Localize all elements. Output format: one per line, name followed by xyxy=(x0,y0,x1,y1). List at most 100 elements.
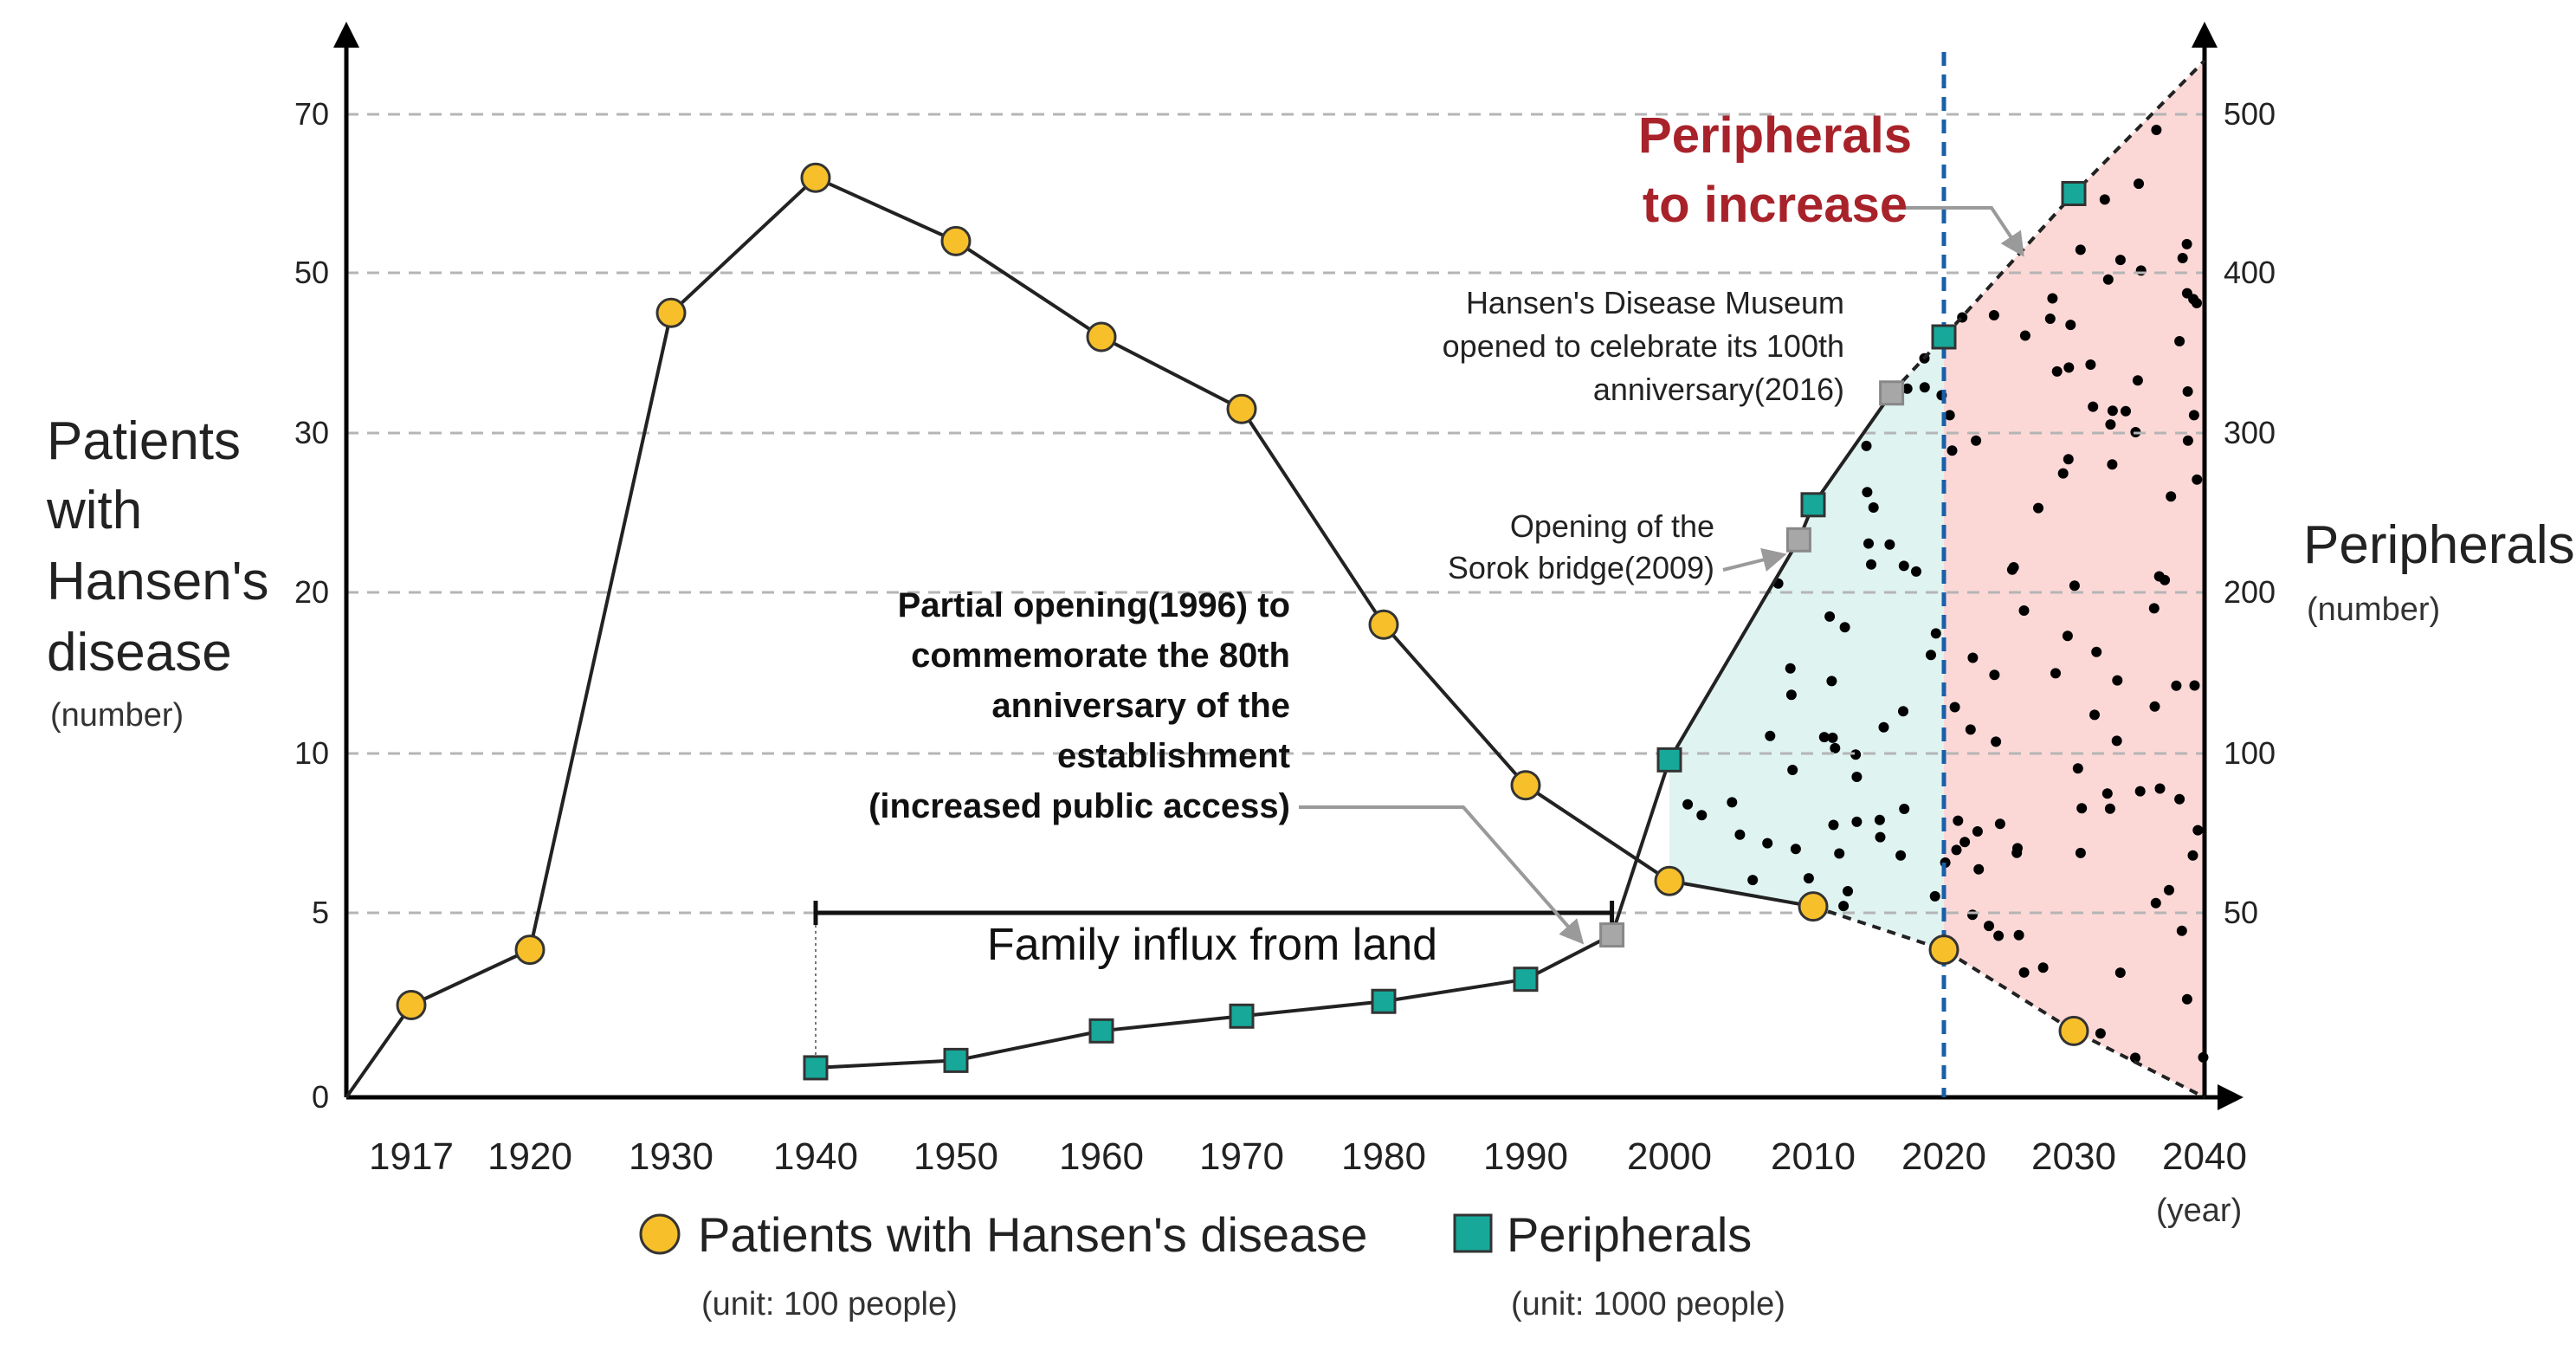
pattern-dot xyxy=(1971,435,1982,446)
pattern-dot xyxy=(2105,419,2116,430)
pattern-dot xyxy=(1991,736,2002,747)
pattern-dot xyxy=(2018,967,2030,978)
region-2000-2020 xyxy=(1669,337,1944,950)
pattern-dot xyxy=(2088,401,2099,412)
pattern-dot xyxy=(2114,967,2126,979)
pattern-dot xyxy=(1919,382,1930,393)
pattern-dot xyxy=(1951,844,1962,856)
pattern-dot xyxy=(1866,559,1876,570)
annotation-museum: Hansen's Disease Museum opened to celebr… xyxy=(1443,285,1844,407)
pattern-dot xyxy=(2181,238,2192,249)
peripherals-point-1940 xyxy=(803,1055,829,1081)
pattern-dot xyxy=(1765,730,1776,741)
pattern-dot xyxy=(2166,491,2177,502)
pattern-dot xyxy=(1839,622,1850,633)
pattern-dot xyxy=(2121,405,2131,417)
patients-projection-line xyxy=(1812,904,2205,1099)
pattern-dot xyxy=(1965,724,1976,735)
peripherals-point-1990 xyxy=(1513,967,1539,993)
pattern-dot xyxy=(1947,445,1958,456)
left-tick-label: 70 xyxy=(294,96,329,132)
annotation-sorok-bridge: Opening of the Sorok bridge(2009) xyxy=(1448,508,1714,585)
pattern-dot xyxy=(1696,810,1708,821)
pattern-dot xyxy=(2134,786,2146,797)
pattern-dot xyxy=(2192,474,2203,485)
region-2020-2040 xyxy=(1944,61,2205,1097)
left-axis-title-line-2: with xyxy=(46,481,142,540)
peripherals-point-2010 xyxy=(1800,492,1826,518)
pattern-dot xyxy=(1972,826,1983,837)
pattern-dot xyxy=(2187,850,2198,861)
arrow-sorok-bridge xyxy=(1722,547,1787,572)
peripherals-projection-line xyxy=(1890,59,2206,395)
pattern-dot xyxy=(1874,814,1885,825)
pattern-dot xyxy=(1899,804,1910,814)
patients-point-2020 xyxy=(1928,934,1959,966)
pattern-dot xyxy=(2154,783,2166,794)
right-tick-label: 200 xyxy=(2224,574,2276,610)
patients-point-2010 xyxy=(1798,891,1829,922)
x-tick-label: 2020 xyxy=(1901,1135,1986,1178)
pattern-dot xyxy=(1967,909,1978,921)
pattern-dot xyxy=(2181,993,2192,1005)
peripherals-point-1950 xyxy=(943,1047,969,1073)
pattern-dot xyxy=(2047,293,2058,304)
pattern-dot xyxy=(1834,848,1845,859)
pattern-dot xyxy=(2150,897,2161,909)
left-tick-label: 30 xyxy=(294,415,329,450)
pattern-dot xyxy=(2189,680,2200,691)
pattern-dot xyxy=(1803,873,1814,884)
pattern-dot xyxy=(1747,875,1759,886)
shaded-regions xyxy=(1669,61,2205,1097)
pattern-dot xyxy=(2176,925,2187,936)
pattern-dot xyxy=(2107,405,2118,417)
pattern-dot xyxy=(2072,763,2083,774)
annotations xyxy=(1299,206,2024,945)
left-tick-label: 50 xyxy=(294,255,329,290)
anno-partial-line-3: anniversary of the xyxy=(991,687,1290,725)
anno-partial-line-5: (increased public access) xyxy=(868,787,1290,825)
patients-point-1940 xyxy=(800,162,831,193)
left-axis-title: Patients with Hansen's disease (number) xyxy=(46,411,269,734)
pattern-dot xyxy=(1762,837,1773,849)
pattern-dot xyxy=(2114,255,2126,266)
peripherals-point-1970 xyxy=(1229,1003,1255,1029)
pattern-dot xyxy=(2033,502,2043,514)
pattern-dot xyxy=(2076,803,2088,814)
pattern-dot xyxy=(2112,675,2123,686)
patients-point-1960 xyxy=(1086,321,1117,352)
legend-peripherals-marker xyxy=(1453,1213,1493,1253)
gridlines xyxy=(346,113,2205,915)
x-tick-label: 1930 xyxy=(629,1135,713,1178)
patients-point-2000 xyxy=(1654,865,1685,896)
patients-point-1990 xyxy=(1510,770,1541,801)
patients-point-1970 xyxy=(1226,393,1257,424)
patients-point-1917 xyxy=(396,990,427,1020)
pattern-dot xyxy=(2037,962,2049,973)
pattern-dot xyxy=(2135,265,2147,276)
legend-patients-unit: (unit: 100 people) xyxy=(701,1286,958,1322)
pattern-dot xyxy=(1843,886,1853,896)
anno-museum-line-3: anniversary(2016) xyxy=(1593,372,1844,407)
x-tick-label: 1950 xyxy=(914,1135,998,1178)
peripherals-point-2030 xyxy=(2061,181,2087,206)
legend-peripherals-label: Peripherals xyxy=(1507,1207,1752,1262)
right-tick-label: 100 xyxy=(2224,735,2276,771)
right-axis-title-text: Peripherals xyxy=(2303,515,2575,575)
pattern-dot xyxy=(1901,383,1913,394)
pattern-dot xyxy=(1967,652,1979,663)
pattern-dot xyxy=(1734,829,1746,840)
pattern-dot xyxy=(1878,721,1889,733)
pattern-dot xyxy=(2182,435,2193,446)
patients-point-1920 xyxy=(514,934,546,966)
left-axis-unit: (number) xyxy=(50,697,184,734)
legend-patients-label: Patients with Hansen's disease xyxy=(698,1207,1367,1262)
peripherals-point-1996 xyxy=(1599,922,1625,948)
pattern-dot xyxy=(1959,837,1971,848)
anno-partial-line-2: commemorate the 80th xyxy=(911,637,1290,675)
legend-peripherals-unit: (unit: 1000 people) xyxy=(1511,1286,1785,1322)
peripherals-point-1960 xyxy=(1088,1018,1114,1044)
series-markers xyxy=(396,162,2089,1081)
patients-point-1930 xyxy=(655,297,687,328)
